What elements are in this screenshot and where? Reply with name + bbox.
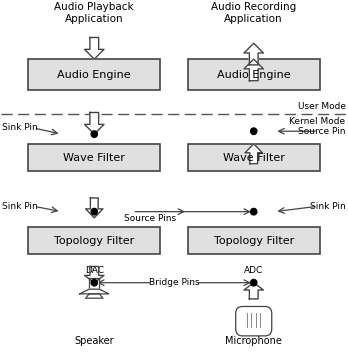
- Text: Wave Filter: Wave Filter: [223, 152, 285, 163]
- Bar: [89, 278, 100, 289]
- Polygon shape: [245, 144, 262, 164]
- Text: Sink Pin: Sink Pin: [2, 123, 38, 132]
- Text: Kernel Mode: Kernel Mode: [290, 117, 346, 126]
- Text: Sink Pin: Sink Pin: [2, 202, 38, 211]
- Bar: [29, 227, 160, 254]
- Text: Wave Filter: Wave Filter: [63, 152, 125, 163]
- Polygon shape: [86, 294, 103, 298]
- FancyBboxPatch shape: [236, 307, 272, 336]
- Circle shape: [91, 131, 97, 137]
- Text: Audio Engine: Audio Engine: [217, 70, 291, 80]
- Polygon shape: [85, 266, 104, 283]
- Circle shape: [251, 209, 257, 215]
- Polygon shape: [85, 38, 104, 59]
- Text: Sink Pin: Sink Pin: [310, 202, 346, 211]
- Text: DAC: DAC: [85, 266, 104, 275]
- Text: User Mode: User Mode: [298, 102, 346, 111]
- Polygon shape: [244, 59, 263, 81]
- Text: Topology Filter: Topology Filter: [54, 236, 134, 245]
- Text: Speaker: Speaker: [74, 336, 114, 346]
- Polygon shape: [80, 289, 109, 294]
- Circle shape: [91, 209, 97, 215]
- Circle shape: [251, 279, 257, 286]
- Text: Microphone: Microphone: [225, 336, 282, 346]
- Bar: [29, 144, 160, 171]
- Bar: [188, 227, 319, 254]
- Polygon shape: [86, 198, 103, 218]
- Text: Audio Playback
Application: Audio Playback Application: [55, 3, 134, 24]
- Polygon shape: [244, 283, 263, 299]
- Bar: [188, 59, 319, 90]
- Polygon shape: [85, 113, 104, 134]
- Text: Bridge Pins: Bridge Pins: [149, 278, 199, 287]
- Text: ADC: ADC: [244, 266, 263, 275]
- Circle shape: [91, 279, 97, 286]
- Text: Source Pins: Source Pins: [124, 214, 176, 223]
- Text: Audio Recording
Application: Audio Recording Application: [211, 3, 296, 24]
- Bar: [29, 59, 160, 90]
- Polygon shape: [244, 43, 263, 65]
- Circle shape: [251, 128, 257, 134]
- Text: Topology Filter: Topology Filter: [214, 236, 294, 245]
- Text: Source Pin: Source Pin: [298, 127, 346, 136]
- Text: Audio Engine: Audio Engine: [57, 70, 131, 80]
- Bar: [188, 144, 319, 171]
